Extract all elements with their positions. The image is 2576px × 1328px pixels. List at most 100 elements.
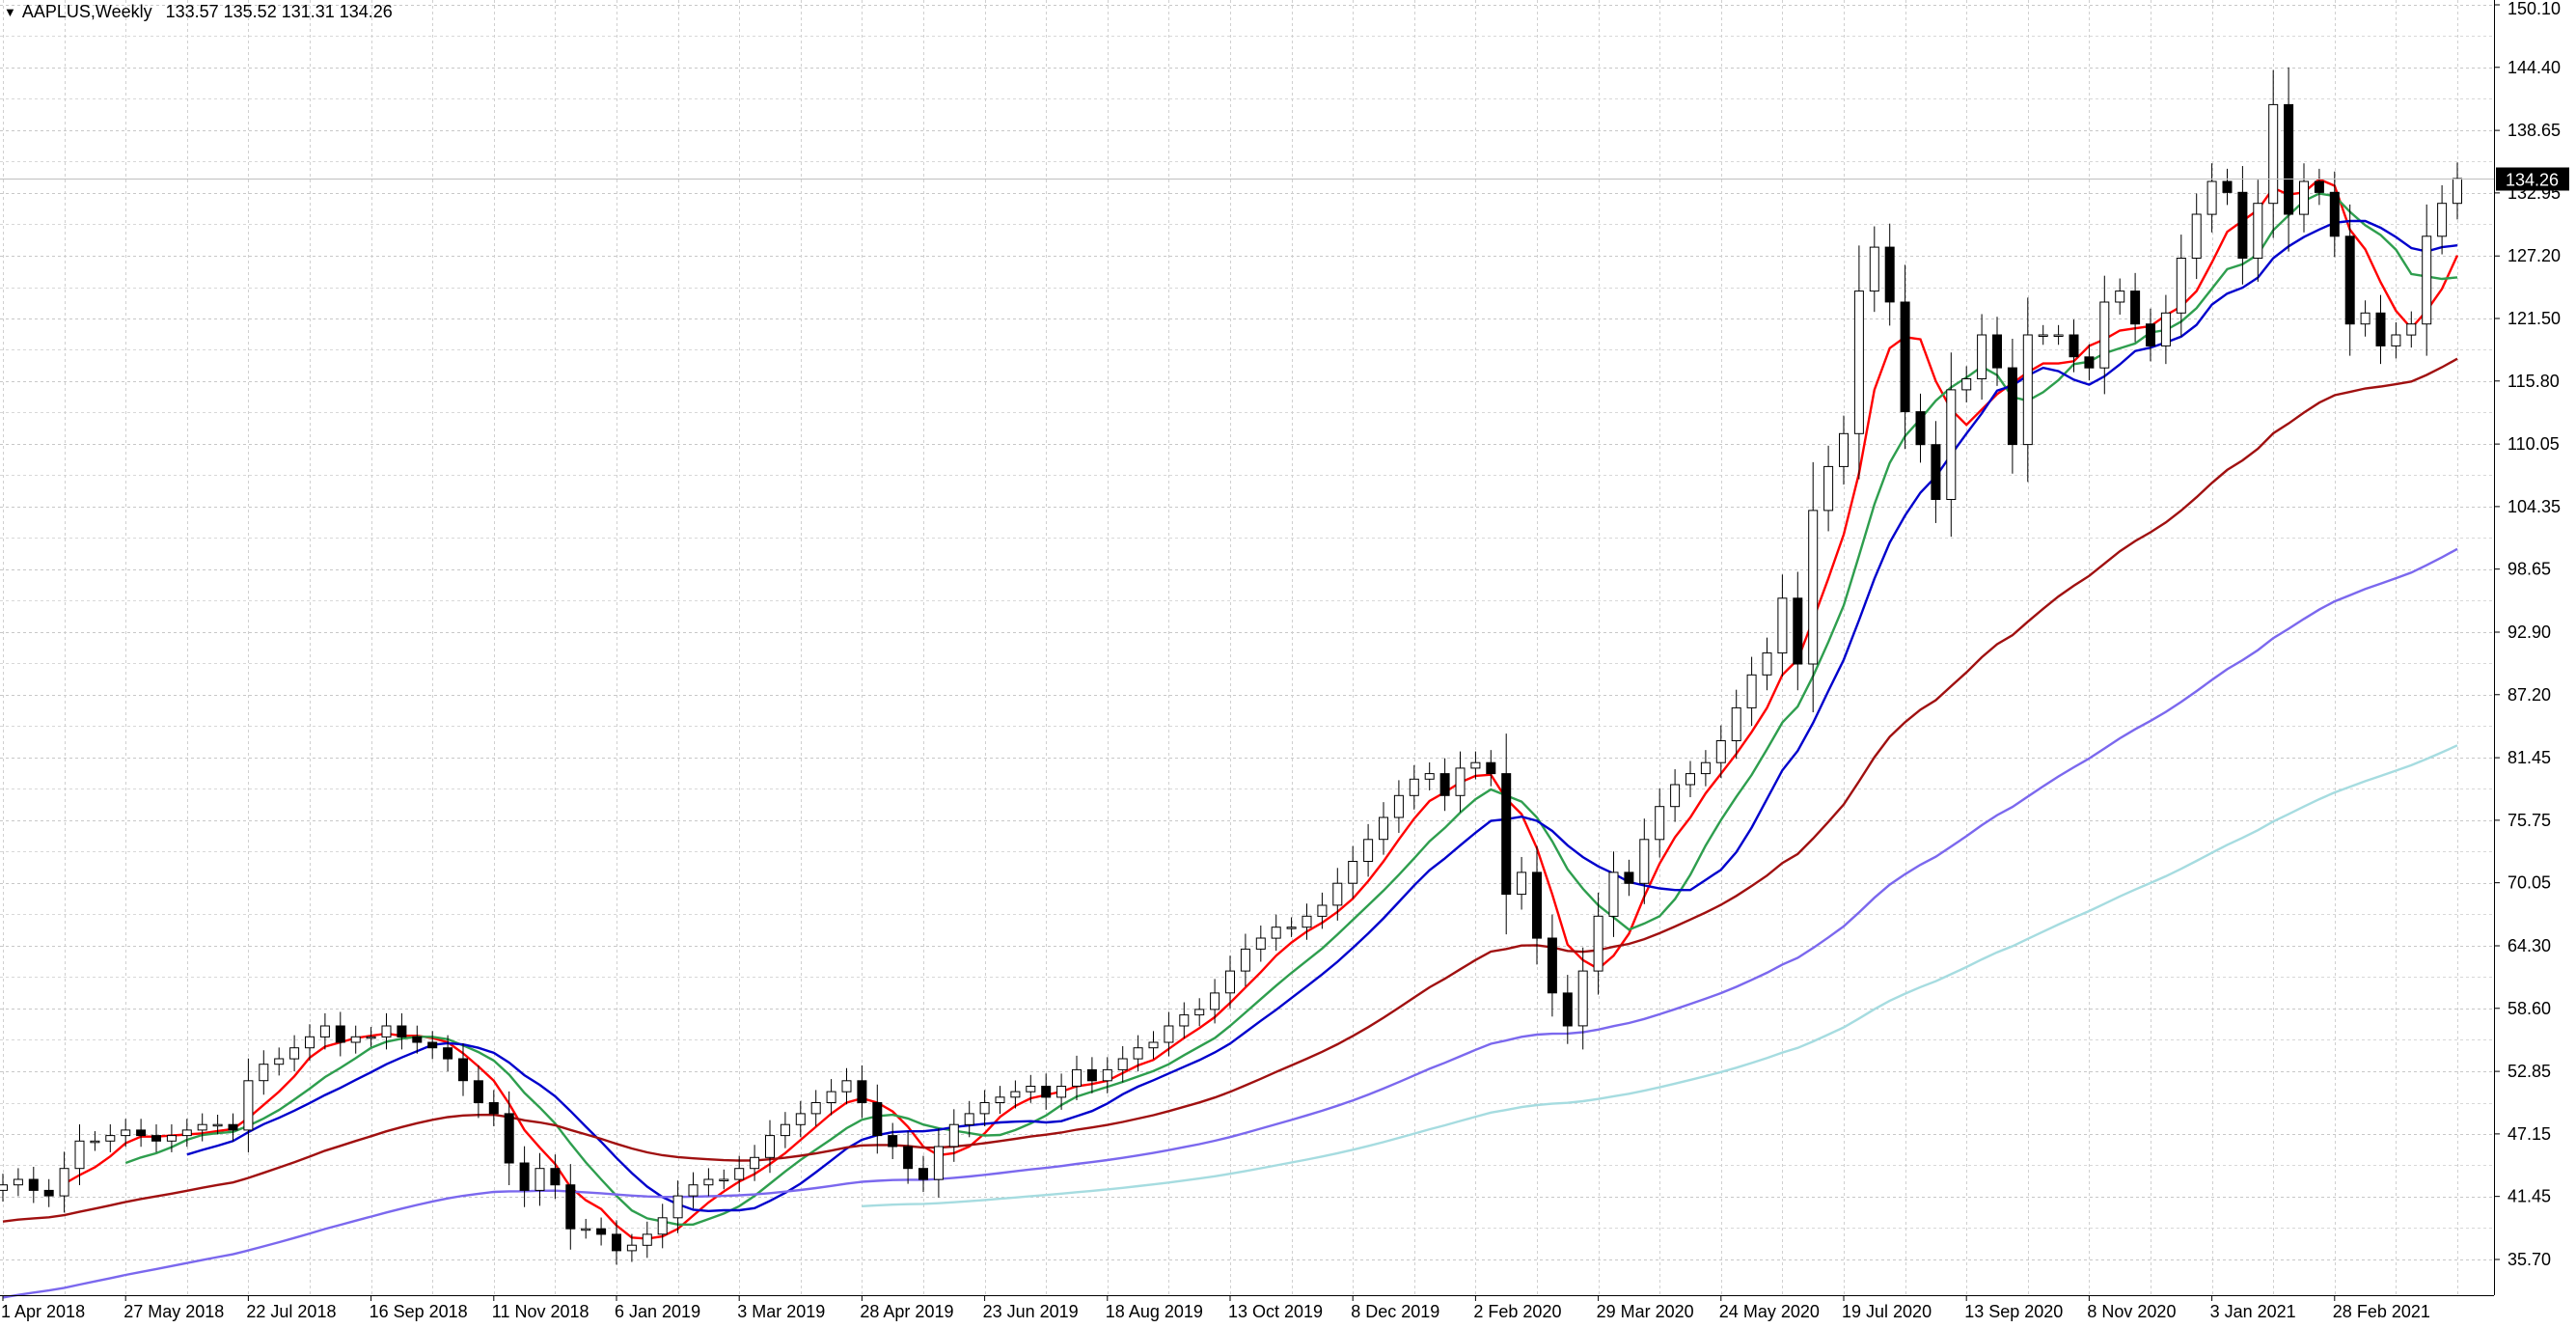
candle[interactable] [1470, 751, 1481, 780]
candle[interactable] [121, 1119, 131, 1148]
candle[interactable] [381, 1012, 392, 1050]
candle[interactable] [734, 1155, 745, 1193]
candle[interactable] [2191, 193, 2202, 280]
candle[interactable] [2069, 319, 2079, 373]
candle[interactable] [903, 1131, 914, 1184]
candle[interactable] [504, 1091, 514, 1186]
candle[interactable] [1639, 818, 1650, 904]
candle[interactable] [1793, 571, 1803, 691]
candle[interactable] [1977, 314, 1987, 401]
candle[interactable] [550, 1154, 561, 1200]
candle[interactable] [259, 1050, 269, 1095]
candle[interactable] [933, 1128, 944, 1198]
candle[interactable] [90, 1131, 100, 1151]
candle[interactable] [2053, 324, 2064, 346]
candle[interactable] [765, 1120, 775, 1174]
candle[interactable] [1409, 764, 1419, 810]
candle[interactable] [581, 1218, 591, 1239]
candle[interactable] [1179, 1002, 1190, 1039]
candle[interactable] [1517, 856, 1527, 910]
candle[interactable] [289, 1035, 300, 1072]
candle[interactable] [1700, 750, 1711, 787]
candle[interactable] [59, 1151, 69, 1213]
candle[interactable] [1992, 317, 2002, 386]
candle[interactable] [2084, 344, 2095, 381]
candle[interactable] [2206, 163, 2217, 233]
candle[interactable] [642, 1221, 652, 1259]
candle[interactable] [672, 1180, 683, 1233]
candle[interactable] [1379, 802, 1388, 855]
candle[interactable] [166, 1123, 177, 1152]
candle[interactable] [2329, 171, 2340, 258]
candle[interactable] [13, 1168, 23, 1197]
candle[interactable] [1255, 925, 1266, 962]
candle[interactable] [1961, 366, 1972, 402]
candle[interactable] [1608, 851, 1619, 937]
candle[interactable] [412, 1025, 423, 1054]
candle[interactable] [1501, 733, 1512, 935]
candle[interactable] [1915, 393, 1926, 463]
candle[interactable] [181, 1119, 192, 1148]
candle[interactable] [948, 1109, 959, 1162]
candle[interactable] [872, 1084, 883, 1154]
candle[interactable] [2299, 163, 2309, 233]
candle[interactable] [1302, 903, 1312, 940]
candle[interactable] [2314, 168, 2324, 206]
candle[interactable] [1931, 421, 1941, 523]
candle[interactable] [1332, 868, 1343, 921]
candle[interactable] [1731, 689, 1741, 760]
candle[interactable] [534, 1152, 545, 1206]
candle[interactable] [488, 1090, 499, 1126]
candle[interactable] [2360, 300, 2370, 337]
candle[interactable] [1869, 226, 1879, 313]
candle[interactable] [1823, 445, 1834, 532]
candle[interactable] [1086, 1057, 1097, 1093]
candle[interactable] [366, 1027, 376, 1047]
candle[interactable] [228, 1113, 238, 1142]
candle[interactable] [1393, 780, 1404, 833]
candle[interactable] [1194, 998, 1205, 1027]
candle[interactable] [1486, 750, 1496, 787]
candle[interactable] [1148, 1031, 1159, 1060]
candle[interactable] [1762, 637, 1772, 691]
candle[interactable] [243, 1058, 254, 1152]
candle[interactable] [1439, 758, 1450, 812]
candle[interactable] [1884, 223, 1895, 326]
candle[interactable] [657, 1204, 668, 1249]
candle[interactable] [2176, 235, 2186, 337]
candle[interactable] [1164, 1011, 1174, 1057]
candle[interactable] [427, 1031, 438, 1060]
candle[interactable] [1808, 461, 1819, 712]
candle[interactable] [2130, 272, 2141, 343]
candle[interactable] [274, 1047, 285, 1076]
candle[interactable] [1532, 845, 1542, 965]
candle[interactable] [2406, 311, 2417, 348]
candle[interactable] [1041, 1073, 1052, 1110]
candle[interactable] [105, 1123, 116, 1152]
candle[interactable] [1056, 1073, 1067, 1110]
candle[interactable] [1225, 955, 1235, 1009]
candle[interactable] [473, 1065, 483, 1119]
candle[interactable] [350, 1025, 361, 1054]
candle[interactable] [305, 1024, 315, 1061]
candle[interactable] [1117, 1045, 1128, 1083]
candle[interactable] [2284, 67, 2294, 252]
candle[interactable] [1839, 415, 1849, 485]
candle[interactable] [979, 1090, 990, 1126]
candle[interactable] [443, 1035, 453, 1072]
candle[interactable] [319, 1012, 330, 1050]
candle[interactable] [2022, 297, 2033, 483]
candle[interactable] [596, 1217, 607, 1246]
candle[interactable] [795, 1100, 806, 1138]
candle[interactable] [1670, 769, 1681, 822]
candle[interactable] [1010, 1080, 1021, 1109]
candle[interactable] [1900, 264, 1910, 450]
candle[interactable] [719, 1169, 729, 1190]
candle[interactable] [1455, 751, 1466, 813]
candle[interactable] [1547, 914, 1557, 1017]
candle[interactable] [2115, 278, 2125, 316]
candle[interactable] [335, 1011, 345, 1057]
candle[interactable] [841, 1067, 852, 1105]
candle[interactable] [136, 1119, 147, 1148]
candle[interactable] [1655, 788, 1665, 858]
